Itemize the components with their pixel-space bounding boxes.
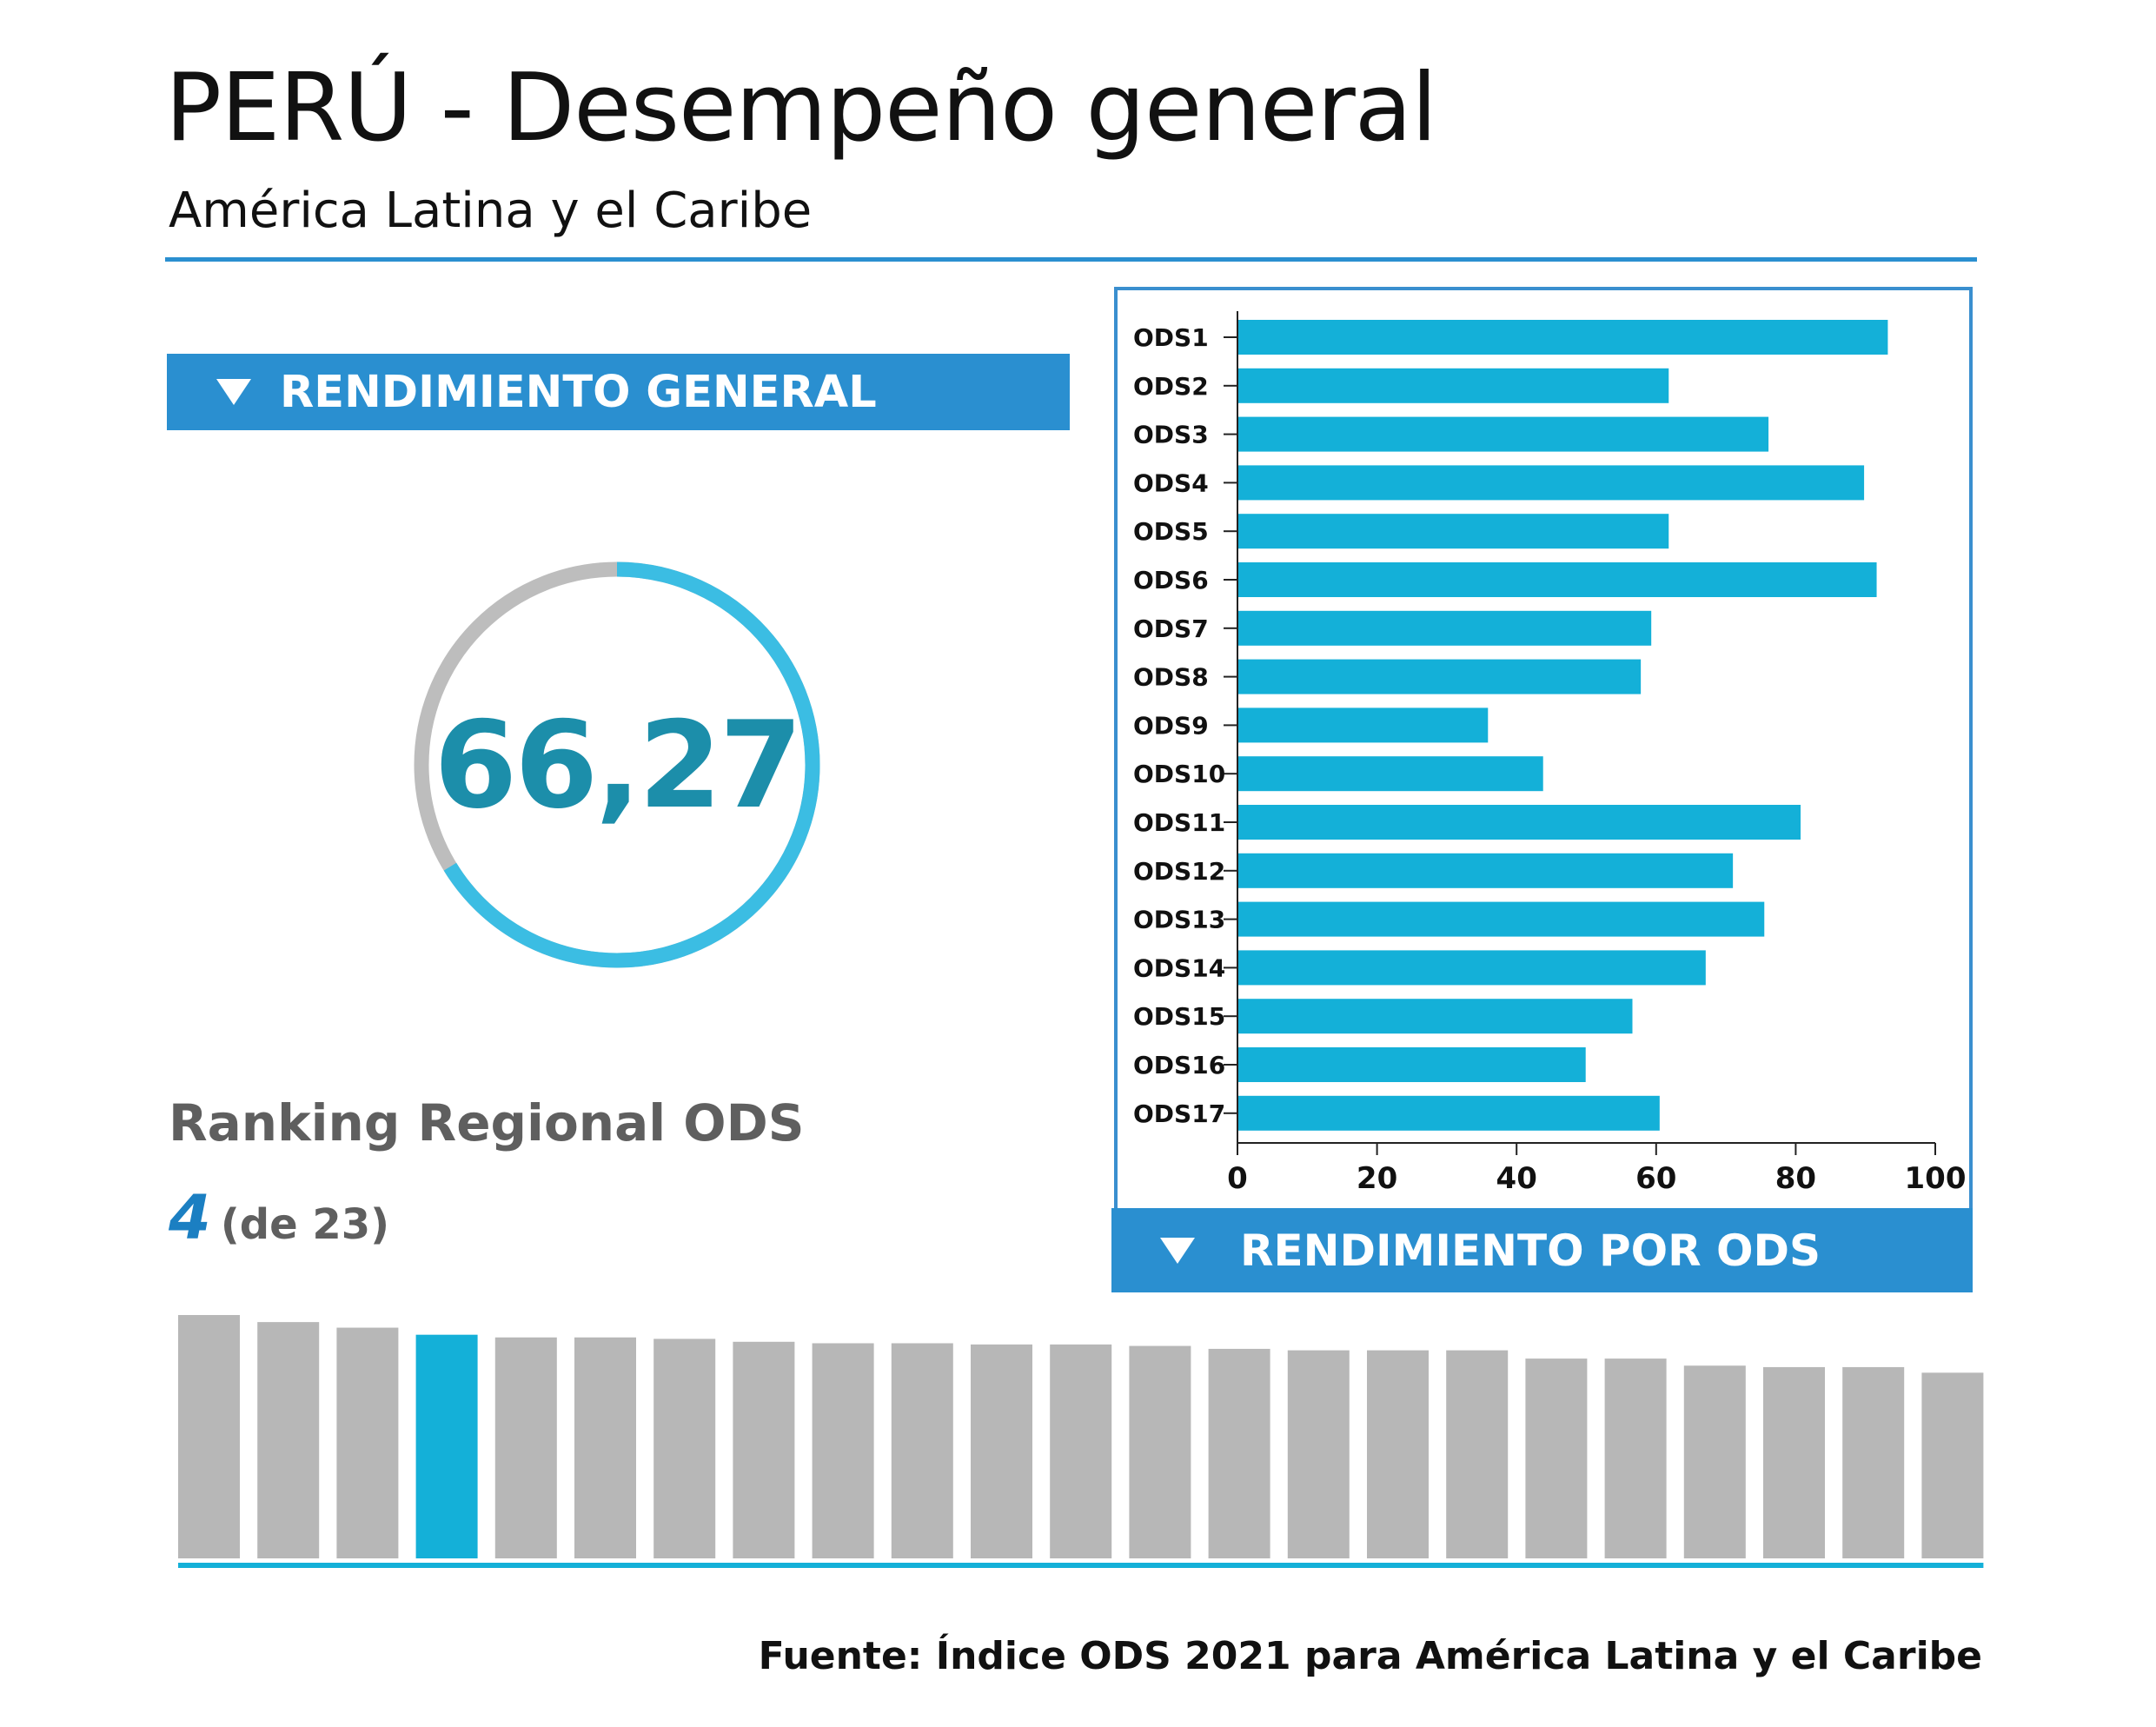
ranking-bar bbox=[1921, 1372, 1984, 1558]
bar-ods6 bbox=[1238, 562, 1877, 597]
bar-ods17 bbox=[1238, 1095, 1660, 1131]
y-tick-label: ODS15 bbox=[1133, 1002, 1225, 1031]
header-divider bbox=[165, 257, 1977, 262]
y-tick-label: ODS5 bbox=[1133, 517, 1209, 546]
y-tick-label: ODS2 bbox=[1133, 372, 1209, 401]
ranking-bar bbox=[178, 1315, 240, 1558]
ranking-label: Ranking Regional ODS bbox=[169, 1093, 805, 1152]
bar-ods9 bbox=[1238, 707, 1489, 743]
ranking-bar bbox=[891, 1343, 953, 1558]
ranking-bar bbox=[1129, 1345, 1191, 1558]
x-tick-label: 0 bbox=[1227, 1161, 1248, 1196]
ranking-bar bbox=[653, 1338, 716, 1558]
bar-ods11 bbox=[1238, 805, 1801, 840]
y-tick-label: ODS8 bbox=[1133, 663, 1209, 692]
ranking-bar bbox=[1367, 1350, 1429, 1558]
ods-performance-label: RENDIMIENTO POR ODS bbox=[1240, 1225, 1821, 1276]
ranking-bar bbox=[1763, 1366, 1825, 1558]
general-performance-label: RENDIMIENTO GENERAL bbox=[280, 366, 877, 418]
y-tick-label: ODS17 bbox=[1133, 1099, 1225, 1128]
x-tick-label: 80 bbox=[1775, 1161, 1816, 1196]
triangle-down-icon bbox=[216, 379, 251, 405]
bar-ods10 bbox=[1238, 756, 1543, 792]
y-tick-label: ODS3 bbox=[1133, 421, 1209, 449]
x-tick-label: 60 bbox=[1635, 1161, 1676, 1196]
ranking-bar bbox=[574, 1337, 636, 1558]
y-tick-label: ODS6 bbox=[1133, 566, 1209, 594]
bar-ods4 bbox=[1238, 465, 1865, 501]
y-tick-label: ODS7 bbox=[1133, 614, 1209, 643]
triangle-down-icon bbox=[1160, 1237, 1195, 1264]
bar-ods1 bbox=[1238, 320, 1888, 355]
ranking-bar bbox=[336, 1327, 399, 1558]
ranking-bar bbox=[1446, 1350, 1509, 1558]
ranking-bar bbox=[1050, 1344, 1112, 1558]
y-tick-label: ODS14 bbox=[1133, 953, 1225, 982]
y-tick-label: ODS4 bbox=[1133, 468, 1209, 497]
y-tick-label: ODS11 bbox=[1133, 808, 1225, 837]
regional-ranking-chart bbox=[178, 1315, 1984, 1568]
ranking-bar bbox=[494, 1337, 557, 1558]
ranking-bar bbox=[1683, 1365, 1746, 1558]
ranking-position: 4 bbox=[169, 1182, 211, 1253]
score-gauge bbox=[414, 561, 820, 968]
ods-chart-frame bbox=[1114, 287, 1973, 1208]
bar-ods3 bbox=[1238, 416, 1769, 452]
ranking-bar bbox=[733, 1341, 795, 1558]
ods-performance-banner: RENDIMIENTO POR ODS bbox=[1111, 1208, 1973, 1292]
source-note: Fuente: Índice ODS 2021 para América Lat… bbox=[758, 1634, 1982, 1678]
x-tick-label: 100 bbox=[1905, 1161, 1967, 1196]
bar-ods8 bbox=[1238, 659, 1642, 694]
x-tick-label: 20 bbox=[1357, 1161, 1397, 1196]
ods-bar-chart: ODS1 ODS2 ODS3 ODS4 ODS5 ODS6 ODS7 ODS8 ODS9 ODS1… bbox=[1133, 311, 1967, 1196]
ranking-bar bbox=[1208, 1348, 1270, 1558]
bar-ods2 bbox=[1238, 368, 1669, 403]
ranking-position-line: 4 (de 23) bbox=[169, 1182, 389, 1253]
y-tick-label: ODS13 bbox=[1133, 906, 1225, 934]
page-title: PERÚ - Desempeño general bbox=[165, 54, 1437, 163]
ranking-total: (de 23) bbox=[220, 1200, 390, 1249]
ranking-bar bbox=[257, 1322, 320, 1558]
bar-ods14 bbox=[1238, 950, 1706, 986]
y-tick-label: ODS10 bbox=[1133, 760, 1225, 788]
bar-ods15 bbox=[1238, 999, 1633, 1034]
ranking-bar bbox=[1287, 1350, 1350, 1558]
ranking-bar bbox=[1525, 1358, 1588, 1558]
page-subtitle: América Latina y el Caribe bbox=[169, 183, 813, 239]
bar-ods12 bbox=[1238, 853, 1734, 888]
ranking-bar bbox=[1842, 1366, 1905, 1558]
bar-ods5 bbox=[1238, 514, 1669, 549]
general-performance-banner: RENDIMIENTO GENERAL bbox=[167, 354, 1070, 430]
bar-ods7 bbox=[1238, 610, 1652, 646]
x-tick-label: 40 bbox=[1496, 1161, 1537, 1196]
ranking-bar-highlight bbox=[415, 1334, 478, 1558]
y-tick-label: ODS16 bbox=[1133, 1051, 1225, 1079]
general-score: 66,27 bbox=[434, 694, 803, 835]
gauge-fill bbox=[414, 561, 820, 968]
bar-ods16 bbox=[1238, 1047, 1586, 1082]
y-tick-label: ODS9 bbox=[1133, 711, 1209, 740]
y-tick-label: ODS1 bbox=[1133, 323, 1209, 352]
bar-ods13 bbox=[1238, 901, 1765, 937]
ranking-bar bbox=[971, 1344, 1032, 1558]
ranking-baseline bbox=[178, 1563, 1984, 1568]
ranking-bar bbox=[1604, 1358, 1667, 1558]
y-tick-label: ODS12 bbox=[1133, 857, 1225, 886]
ranking-bar bbox=[812, 1343, 874, 1558]
